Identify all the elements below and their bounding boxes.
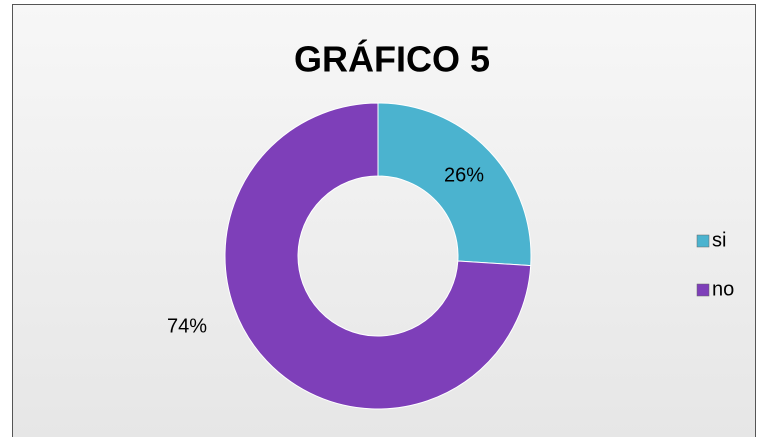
legend-swatch (696, 283, 710, 297)
legend-label: si (712, 229, 726, 251)
donut-slice (377, 102, 532, 267)
data-label: 26% (444, 164, 484, 186)
chart-title: GRÁFICO 5 (294, 39, 490, 80)
data-label: 74% (167, 315, 207, 337)
legend-swatch (696, 234, 710, 248)
donut-slice (224, 102, 532, 410)
legend-label: no (712, 278, 734, 300)
